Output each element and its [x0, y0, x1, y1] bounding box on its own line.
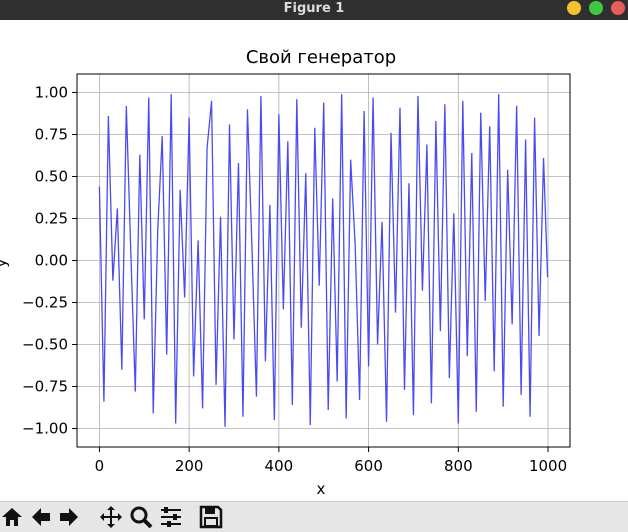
x-tick-label: 200 [175, 457, 204, 475]
minimize-button[interactable] [567, 1, 581, 15]
forward-button[interactable] [57, 505, 81, 529]
y-tick-label: −0.50 [22, 336, 68, 354]
chart-title: Свой генератор [246, 47, 396, 68]
window-title: Figure 1 [283, 1, 345, 16]
y-tick-label: −1.00 [22, 420, 68, 438]
close-button[interactable] [611, 1, 625, 15]
pan-button[interactable] [99, 505, 123, 529]
x-tick-label: 1000 [529, 457, 567, 475]
y-tick-label: 1.00 [35, 83, 68, 101]
y-tick-label: −0.75 [22, 378, 68, 396]
configure-button[interactable] [159, 505, 183, 529]
y-axis-label: y [0, 258, 10, 267]
toolbar [0, 501, 628, 532]
x-axis-label: x [317, 480, 326, 498]
x-tick-label: 600 [354, 457, 383, 475]
y-tick-label: 0.00 [35, 252, 68, 270]
y-tick-label: 0.75 [35, 125, 68, 143]
plot-frame [76, 73, 571, 448]
save-button[interactable] [199, 505, 223, 529]
data-line [98, 94, 549, 427]
y-tick-label: 0.25 [35, 209, 68, 227]
x-tick-label: 0 [95, 457, 105, 475]
x-tick-label: 400 [265, 457, 294, 475]
chart: Свой генератор x y 0 200 400 600 800 1000 −1.0… [0, 47, 571, 498]
x-tick-label: 800 [444, 457, 473, 475]
back-button[interactable] [29, 505, 53, 529]
home-button[interactable] [0, 505, 24, 529]
maximize-button[interactable] [589, 1, 603, 15]
title-bar: Figure 1 [0, 0, 628, 20]
zoom-button[interactable] [129, 505, 153, 529]
y-tick-label: −0.25 [22, 294, 68, 312]
y-tick-label: 0.50 [35, 167, 68, 185]
